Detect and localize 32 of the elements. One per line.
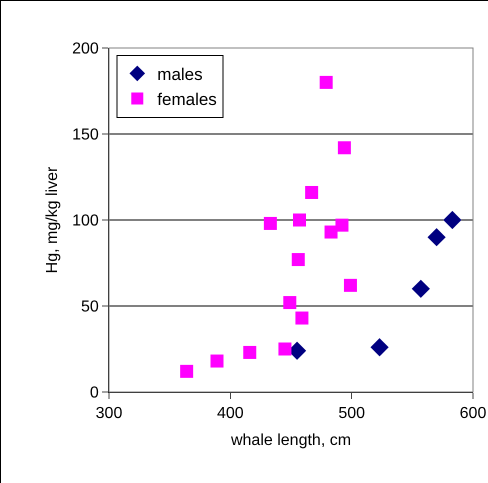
point [320, 76, 333, 89]
point [428, 228, 446, 246]
point [292, 253, 305, 266]
point [292, 214, 306, 226]
x-tick-label: 600 [460, 405, 486, 422]
point [443, 210, 462, 230]
point [210, 354, 224, 368]
point [412, 280, 430, 298]
legend-label: males [157, 65, 203, 84]
point [324, 226, 338, 239]
x-tick-label: 400 [216, 405, 244, 422]
x-tick-label: 300 [96, 405, 122, 422]
point [278, 342, 292, 356]
y-tick-label: 0 [90, 384, 99, 402]
point [295, 312, 308, 325]
point [344, 278, 357, 292]
y-axis-title: Hg, mg/kg liver [44, 166, 61, 274]
y-tick-label: 150 [72, 126, 99, 144]
x-axis-title: whale length, cm [230, 432, 352, 449]
point [370, 338, 389, 356]
point [305, 186, 318, 199]
y-tick-label: 200 [72, 40, 99, 58]
point [338, 141, 351, 154]
y-tick-label: 100 [72, 212, 99, 230]
point [283, 296, 296, 310]
y-tick-label: 50 [81, 298, 99, 316]
legend-label: females [157, 90, 217, 110]
point [335, 218, 348, 232]
point [243, 346, 256, 359]
point [180, 364, 194, 378]
x-tick-label: 500 [338, 405, 366, 422]
point [264, 216, 277, 230]
